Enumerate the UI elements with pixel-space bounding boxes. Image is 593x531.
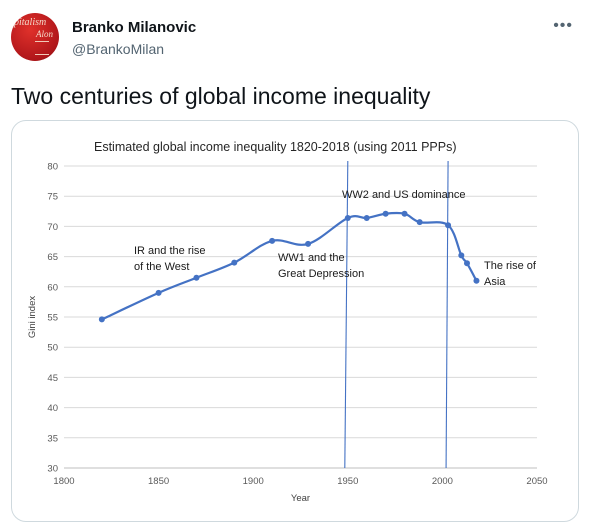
data-point	[416, 219, 423, 226]
y-axis-label: Gini index	[27, 296, 38, 338]
avatar-text-1: apitalism	[11, 17, 47, 28]
author-handle[interactable]: @BrankoMilan	[72, 41, 165, 57]
annotation-label: Asia	[484, 276, 506, 288]
avatar-text-3: ko	[11, 50, 18, 60]
y-tick-label: 75	[47, 192, 58, 203]
avatar-decoration	[35, 41, 49, 55]
y-tick-label: 60	[47, 282, 58, 293]
data-point	[463, 260, 470, 267]
y-tick-label: 80	[47, 162, 58, 173]
inequality-chart: 30 35 40 45 50 55 60 65 70 75 80 1800 1850 1900 1950 20…	[27, 140, 548, 504]
data-point	[269, 237, 276, 244]
data-point	[382, 210, 389, 217]
data-point	[305, 240, 312, 247]
data-point	[363, 214, 370, 221]
avatar[interactable]: apitalism Alon ko	[11, 13, 59, 61]
annotation-label: IR and the rise	[134, 245, 206, 257]
tweet-text: Two centuries of global income inequalit…	[11, 83, 431, 109]
data-point	[231, 259, 238, 266]
avatar-text-2: Alon	[36, 29, 53, 39]
y-tick-label: 30	[47, 464, 58, 475]
y-tick-label: 70	[47, 222, 58, 233]
x-tick-label: 2050	[526, 476, 547, 487]
annotation-label: WW2 and US dominance	[342, 189, 466, 201]
reference-line	[445, 160, 449, 469]
more-icon[interactable]: •••	[553, 17, 573, 34]
tweet-image[interactable]: 30 35 40 45 50 55 60 65 70 75 80 1800 1850 1900 1950 20…	[11, 120, 579, 522]
x-tick-label: 1900	[243, 476, 264, 487]
y-tick-label: 45	[47, 373, 58, 384]
y-tick-label: 50	[47, 343, 58, 354]
y-tick-label: 40	[47, 403, 58, 414]
author-name[interactable]: Branko Milanovic	[72, 19, 197, 36]
x-tick-label: 1850	[148, 476, 169, 487]
y-tick-label: 65	[47, 252, 58, 263]
annotation-label: WW1 and the	[278, 252, 345, 264]
data-point	[401, 210, 408, 217]
data-point	[344, 214, 351, 221]
data-point	[458, 252, 465, 259]
data-point	[445, 222, 452, 229]
x-axis-label: Year	[291, 493, 310, 504]
data-point	[155, 289, 162, 296]
x-tick-label: 1950	[337, 476, 358, 487]
tweet-header: apitalism Alon ko Branko Milanovic @Bran…	[11, 13, 583, 63]
chart-title: Estimated global income inequality 1820-…	[94, 140, 457, 154]
y-tick-label: 55	[47, 313, 58, 324]
x-tick-label: 2000	[432, 476, 453, 487]
data-point	[473, 277, 480, 284]
annotation-label: Great Depression	[278, 268, 364, 280]
data-point	[98, 316, 105, 323]
x-tick-label: 1800	[53, 476, 74, 487]
data-point	[193, 274, 200, 281]
reference-line	[344, 160, 349, 469]
annotation-label: The rise of	[484, 260, 537, 272]
annotation-label: of the West	[134, 261, 189, 273]
y-tick-label: 35	[47, 433, 58, 444]
